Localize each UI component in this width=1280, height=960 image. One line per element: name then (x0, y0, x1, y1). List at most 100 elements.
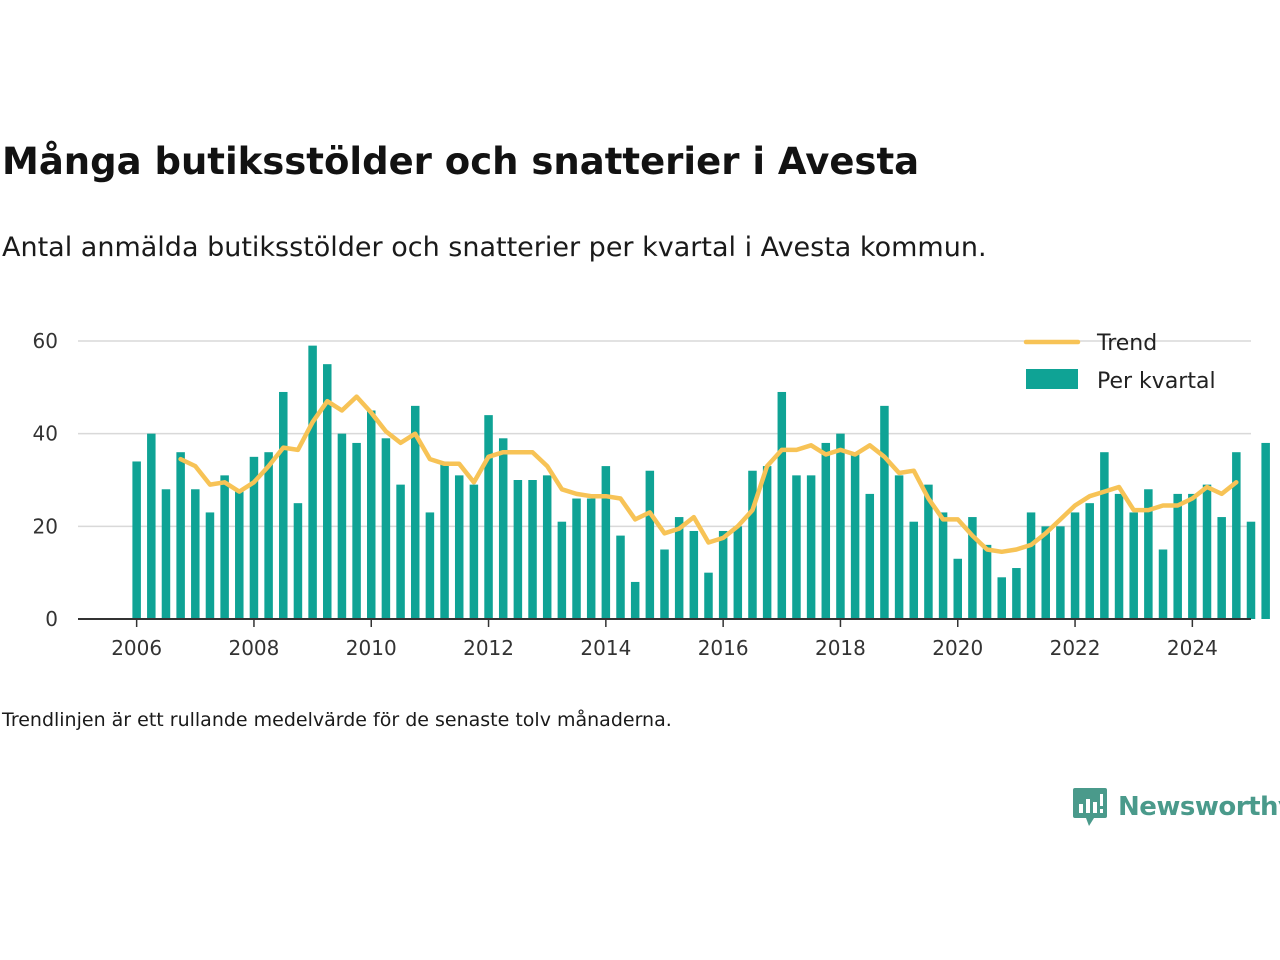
legend-bar-swatch (1026, 369, 1078, 389)
y-tick-labels: 0 20 40 60 (33, 329, 58, 631)
bar (1202, 484, 1212, 619)
chart-title: Många butiksstölder och snatterier i Ave… (2, 140, 920, 183)
bar (1114, 493, 1124, 619)
bar (279, 391, 288, 619)
brand-name: Newsworthy (1118, 792, 1280, 822)
bar (381, 438, 391, 619)
bar (1173, 493, 1182, 619)
x-tick-label: 2020 (932, 636, 983, 660)
bar (1144, 489, 1153, 619)
bar (161, 489, 171, 619)
bar-series (132, 345, 1270, 619)
bar (660, 549, 669, 619)
bar (337, 433, 347, 619)
bar (821, 442, 831, 619)
bar (689, 530, 699, 619)
x-tick-labels: 2006 2008 2010 2012 2014 2016 2018 2020 2022 2024 (111, 636, 1218, 660)
bar (616, 535, 625, 619)
bar (1085, 503, 1094, 619)
x-tick-label: 2012 (463, 636, 514, 660)
y-tick-label: 0 (45, 607, 58, 631)
bar (176, 452, 185, 619)
bar (249, 456, 259, 619)
bar (806, 475, 816, 619)
bar (733, 526, 743, 619)
y-tick-label: 40 (33, 422, 58, 446)
bar (235, 489, 244, 619)
bar (1188, 493, 1197, 619)
bar (513, 480, 523, 619)
x-tick-label: 2008 (228, 636, 279, 660)
x-tick-label: 2010 (346, 636, 397, 660)
bar (909, 521, 919, 619)
bar (1056, 526, 1065, 619)
bar (792, 475, 801, 619)
bar (396, 484, 405, 619)
chart-subtitle: Antal anmälda butiksstölder och snatteri… (2, 232, 987, 263)
x-tick-label: 2014 (580, 636, 631, 660)
x-ticks (135, 619, 1194, 627)
bar (469, 484, 479, 619)
bar (718, 530, 728, 619)
bar (938, 512, 948, 619)
bar (498, 438, 508, 619)
bar (704, 572, 713, 619)
chart: 0 20 40 60 2006 2008 2010 2012 2014 2016 2018 2020… (33, 329, 1270, 660)
newsworthy-logo-icon (1073, 788, 1107, 826)
bar (132, 461, 141, 619)
bar (762, 466, 772, 619)
bar (1246, 521, 1256, 619)
bar (147, 433, 156, 619)
legend-bar-label: Per kvartal (1097, 369, 1216, 394)
y-tick-label: 60 (33, 329, 58, 353)
bar (220, 475, 229, 619)
x-tick-label: 2024 (1167, 636, 1218, 660)
bar (968, 517, 977, 619)
legend-trend-label: Trend (1096, 331, 1157, 356)
bar (953, 558, 962, 619)
bar (894, 475, 904, 619)
bar (836, 433, 845, 619)
bar (586, 498, 596, 619)
bar (323, 364, 332, 619)
bar (630, 581, 640, 619)
bar (865, 493, 875, 619)
x-tick-label: 2018 (815, 636, 866, 660)
bar (1100, 452, 1109, 619)
bar (440, 461, 449, 619)
bar (557, 521, 567, 619)
bar (601, 466, 611, 619)
bar (484, 415, 493, 619)
trend-line (178, 394, 1239, 555)
bar (748, 470, 757, 619)
legend: Trend Per kvartal (1023, 331, 1216, 394)
bar (645, 470, 655, 619)
bar (1026, 512, 1036, 619)
bar (1041, 526, 1050, 619)
bar (454, 475, 464, 619)
bar (1158, 549, 1168, 619)
bar (880, 405, 889, 619)
bar (308, 345, 317, 619)
bar (1012, 568, 1021, 619)
bar (1070, 512, 1080, 619)
x-tick-label: 2016 (698, 636, 749, 660)
x-tick-label: 2006 (111, 636, 162, 660)
y-tick-label: 20 (33, 514, 58, 538)
bar (293, 503, 303, 619)
bar (1217, 517, 1226, 619)
bar (982, 544, 992, 619)
bar (264, 452, 273, 619)
bar (410, 405, 420, 619)
bar (191, 489, 200, 619)
bar (205, 512, 215, 619)
bar (572, 498, 581, 619)
bar (542, 475, 552, 619)
bar (425, 512, 435, 619)
bar (352, 442, 361, 619)
bar (777, 391, 787, 619)
bar (1261, 442, 1270, 619)
bar (924, 484, 933, 619)
bar (674, 517, 684, 619)
newsworthy-logo: Newsworthy (1072, 786, 1280, 828)
